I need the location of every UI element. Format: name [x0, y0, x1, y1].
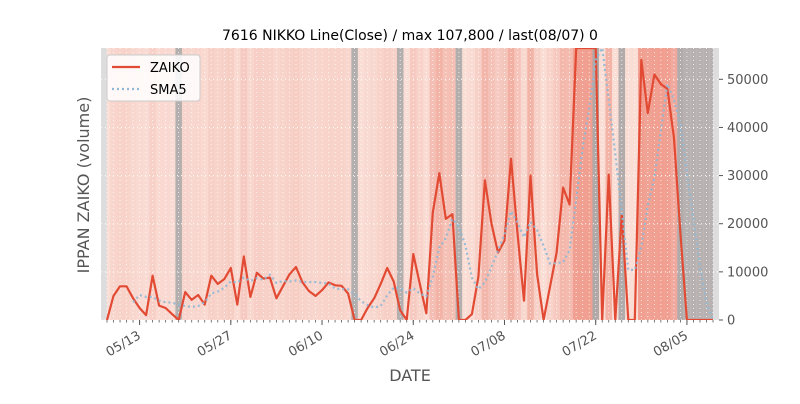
x-tick-label: 08/05: [651, 328, 691, 360]
legend-sma5-label: SMA5: [150, 83, 187, 98]
y-tick-label: 0: [727, 314, 735, 329]
x-tick-label: 06/24: [377, 328, 417, 360]
x-axis-label: DATE: [389, 366, 431, 385]
zaiko-line: [105, 48, 713, 320]
series-layer: [105, 48, 715, 320]
y-tick-label: 30000: [727, 169, 768, 184]
y-tick-label: 50000: [727, 73, 768, 88]
sma5-line: [132, 48, 715, 320]
grid: [101, 48, 719, 321]
y-tick-label: 10000: [727, 265, 768, 280]
legend: ZAIKO SMA5: [106, 54, 201, 102]
x-tick-label: 07/08: [469, 328, 509, 360]
y-tick-label: 40000: [727, 121, 768, 136]
chart-title: 7616 NIKKO Line(Close) / max 107,800 / l…: [222, 28, 598, 44]
legend-zaiko-label: ZAIKO: [150, 61, 190, 76]
x-tick-label: 07/22: [560, 328, 600, 360]
y-tick-label: 20000: [727, 217, 768, 232]
x-tick-label: 06/10: [286, 328, 326, 360]
y-axis-label: IPPAN ZAIKO (volume): [74, 97, 93, 274]
plot-area: [101, 48, 719, 320]
x-tick-label: 05/27: [195, 328, 235, 360]
x-tick-label: 05/13: [104, 328, 144, 360]
edge-band: [713, 48, 719, 320]
edge-band: [101, 48, 107, 320]
